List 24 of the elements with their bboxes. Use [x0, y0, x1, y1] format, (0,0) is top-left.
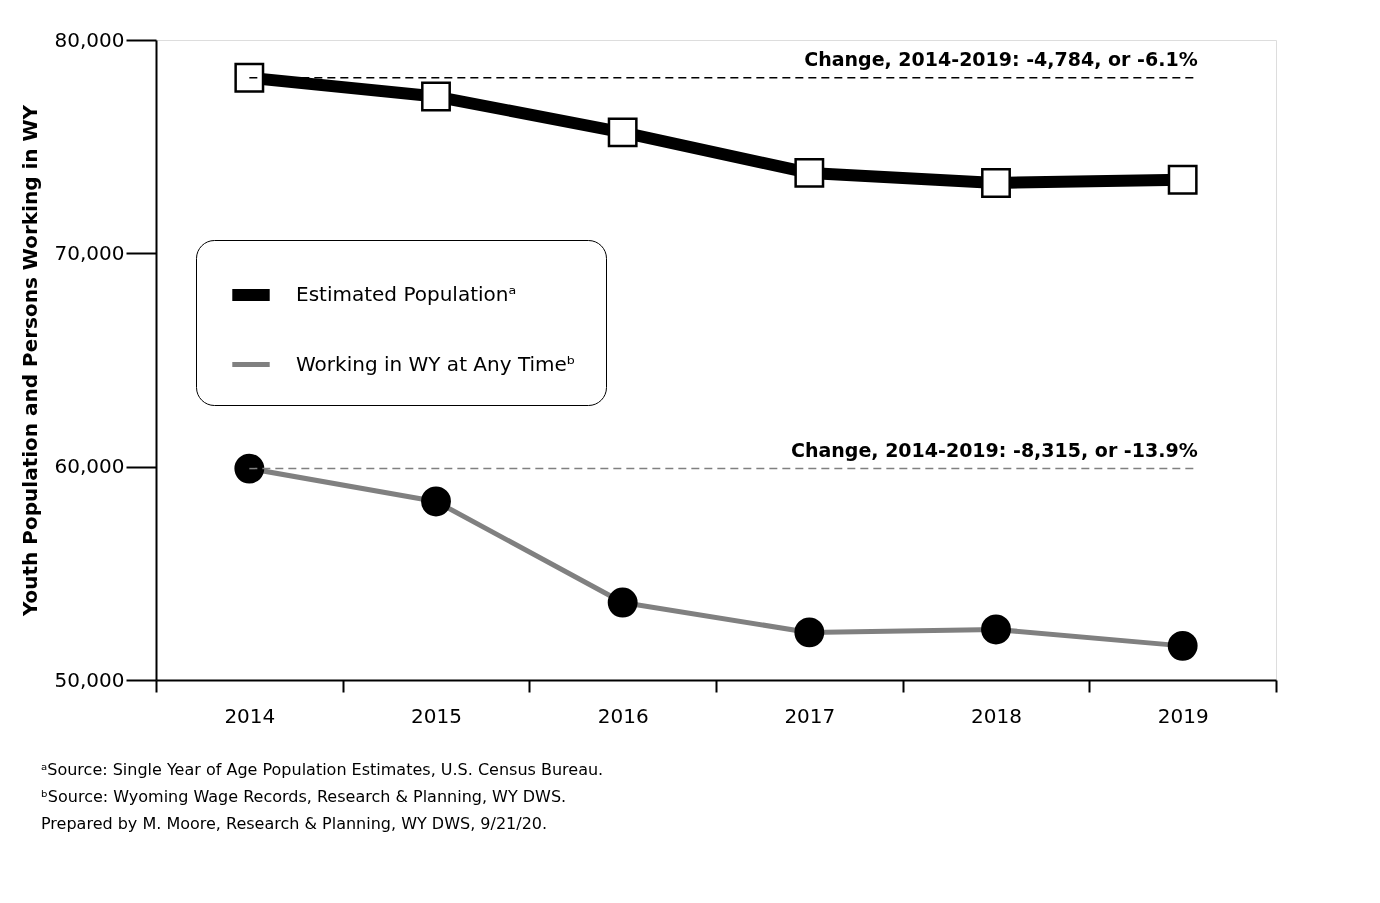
y-tick-label: 70,000 — [54, 240, 125, 265]
y-tick-label: 50,000 — [54, 667, 125, 692]
annotation: Change, 2014-2019: -8,315, or -13.9% — [791, 438, 1198, 461]
text: ᵃSource: Single Year of Age Population Estimates, U.S. Census Bureau. — [41, 760, 604, 779]
text: Prepared by M. Moore, Research & Planning, WY DWS, 9/21/20. — [41, 814, 548, 833]
point — [421, 81, 451, 112]
point — [234, 62, 265, 93]
point — [607, 117, 638, 148]
point — [1167, 164, 1198, 195]
legend-label: Estimated Populationᵃ — [296, 282, 517, 306]
x-tick-label: 2017 — [784, 703, 836, 728]
legend-label: Working in WY at Any Timeᵇ — [296, 351, 576, 376]
x-tick-label: 2015 — [411, 703, 462, 728]
text: ᵇSource: Wyoming Wage Records, Research & Planning, WY DWS. — [41, 787, 567, 806]
x-tick-label: 2018 — [971, 703, 1022, 728]
x-tick-label: 2014 — [224, 703, 276, 728]
y-tick-label: 60,000 — [54, 454, 125, 479]
y-tick-label: 80,000 — [54, 27, 125, 52]
point — [981, 167, 1011, 198]
x-tick-label: 2016 — [597, 703, 649, 728]
y-axis-title: Youth Population and Persons Working in WY — [17, 104, 42, 618]
annotation: Change, 2014-2019: -4,784, or -6.1% — [804, 47, 1198, 70]
x-tick-label: 2019 — [1157, 703, 1209, 728]
point — [794, 157, 825, 188]
